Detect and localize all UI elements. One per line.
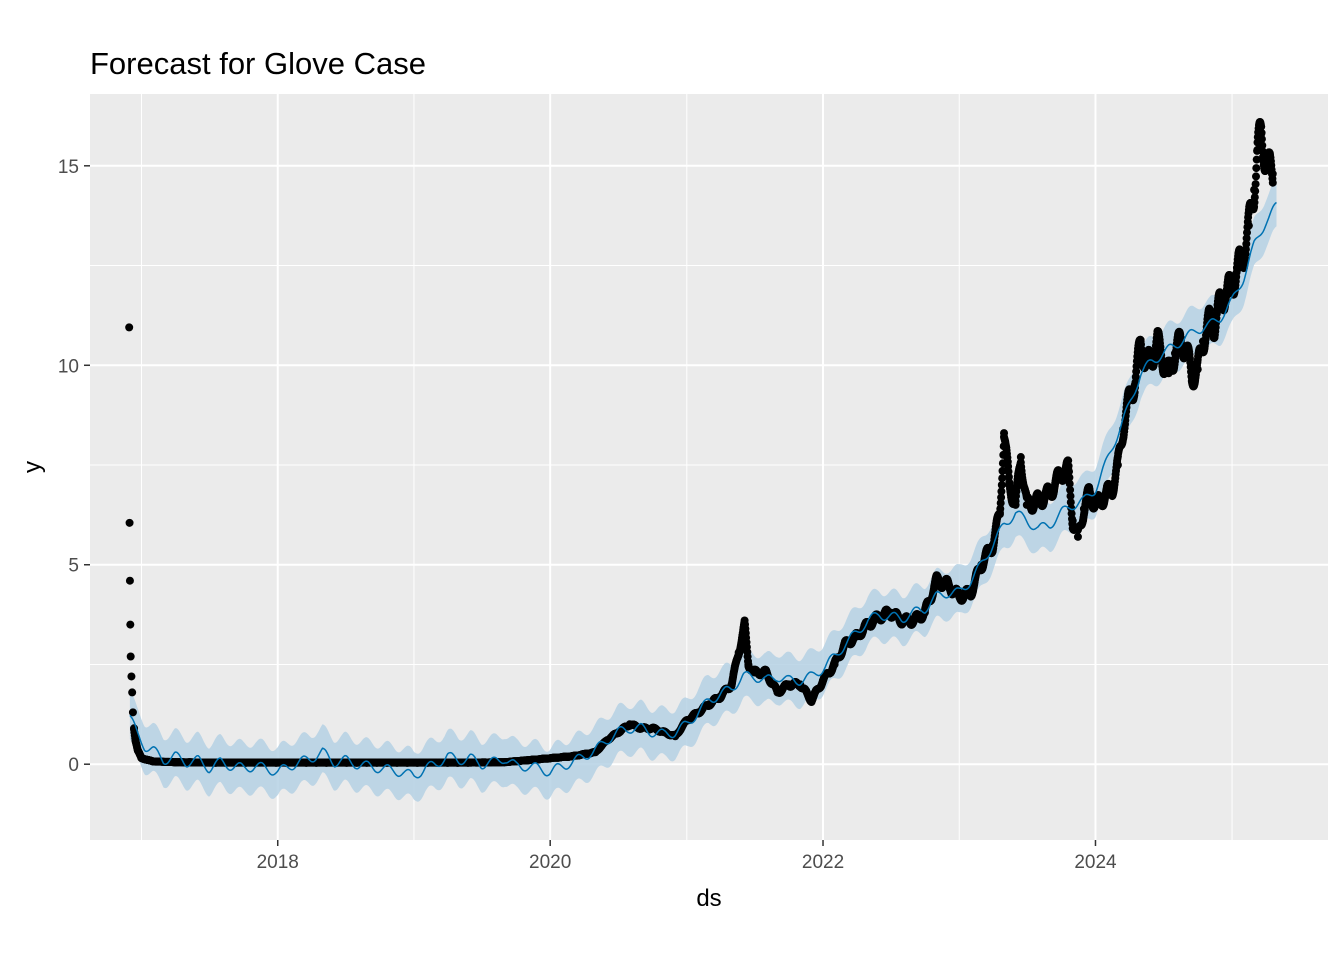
data-point — [126, 652, 135, 661]
data-point — [128, 688, 137, 697]
data-point — [1066, 498, 1075, 507]
y-axis: 0 5 10 15 — [58, 157, 90, 776]
data-point — [1257, 135, 1266, 144]
data-point — [1064, 461, 1073, 470]
y-tick-label: 0 — [68, 755, 79, 776]
data-point — [125, 323, 134, 332]
data-point — [1065, 479, 1074, 488]
x-tick-label: 2024 — [1074, 852, 1117, 873]
data-point — [1250, 193, 1259, 202]
plot-panel — [90, 94, 1328, 840]
data-point — [997, 493, 1006, 502]
data-point — [1257, 122, 1266, 131]
x-tick-label: 2018 — [257, 852, 299, 873]
data-point — [1066, 492, 1075, 501]
data-point — [1242, 234, 1251, 243]
data-point — [996, 499, 1005, 508]
data-point — [1251, 187, 1260, 196]
data-point — [998, 466, 1007, 475]
data-point — [127, 672, 136, 681]
data-point — [997, 481, 1006, 489]
data-point — [1065, 467, 1073, 476]
x-axis: 2018 2020 2022 2024 — [257, 840, 1117, 873]
data-point — [126, 620, 135, 629]
forecast-line — [129, 201, 1277, 779]
data-point — [1268, 178, 1277, 187]
major-gridlines — [90, 94, 1328, 840]
data-point — [997, 487, 1006, 496]
data-point — [998, 474, 1007, 483]
data-point — [1073, 532, 1082, 541]
data-point — [125, 518, 134, 527]
y-tick-label: 5 — [68, 556, 79, 577]
y-tick-label: 10 — [58, 356, 79, 377]
minor-gridlines — [90, 94, 1328, 840]
data-point — [1252, 172, 1260, 181]
data-point — [128, 708, 137, 717]
observed-points — [125, 118, 1277, 767]
x-tick-label: 2022 — [802, 852, 844, 873]
y-axis-title: y — [19, 461, 46, 473]
y-tick-label: 15 — [58, 157, 79, 178]
data-point — [1065, 473, 1074, 482]
data-point — [1251, 180, 1260, 189]
data-point — [125, 576, 134, 585]
data-point — [1252, 164, 1261, 173]
data-point — [1258, 141, 1267, 150]
chart-title: Forecast for Glove Case — [90, 46, 426, 81]
data-point — [1252, 155, 1261, 164]
data-point — [1257, 128, 1266, 137]
x-tick-label: 2020 — [529, 852, 571, 873]
x-axis-title: ds — [696, 885, 721, 912]
forecast-line-group — [129, 201, 1277, 779]
data-point — [1066, 485, 1075, 494]
